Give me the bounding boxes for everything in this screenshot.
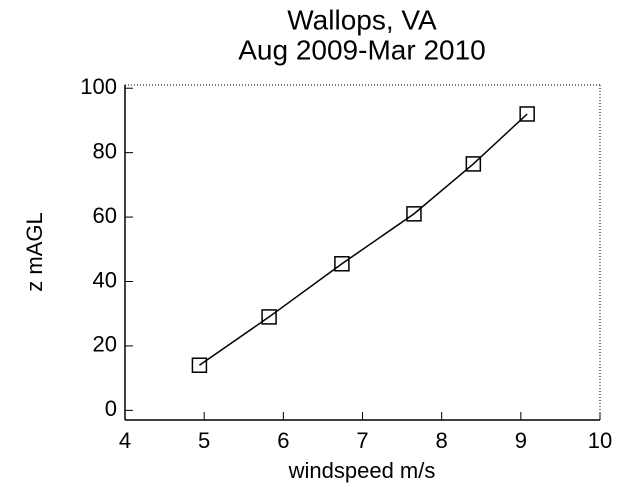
y-tick-label: 100 [80,74,117,99]
marker [334,256,350,272]
marker [261,309,277,325]
x-tick-label: 10 [588,428,612,453]
y-tick-label: 20 [93,332,117,357]
x-tick-label: 6 [277,428,289,453]
chart-title: Wallops, VA [287,4,437,35]
y-tick-label: 40 [93,267,117,292]
marker [519,106,535,122]
marker [406,206,422,222]
x-axis-label: windspeed m/s [288,458,436,483]
y-tick-label: 60 [93,203,117,228]
x-tick-label: 9 [515,428,527,453]
chart-subtitle: Aug 2009-Mar 2010 [238,34,486,65]
y-tick-label: 0 [105,396,117,421]
x-tick-label: 7 [356,428,368,453]
x-tick-label: 5 [198,428,210,453]
marker [191,357,208,373]
x-tick-label: 8 [436,428,448,453]
series-line [198,113,528,366]
x-tick-label: 4 [119,428,131,453]
y-axis-label: z mAGL [22,212,47,291]
y-tick-label: 80 [93,138,117,163]
marker [465,156,482,172]
